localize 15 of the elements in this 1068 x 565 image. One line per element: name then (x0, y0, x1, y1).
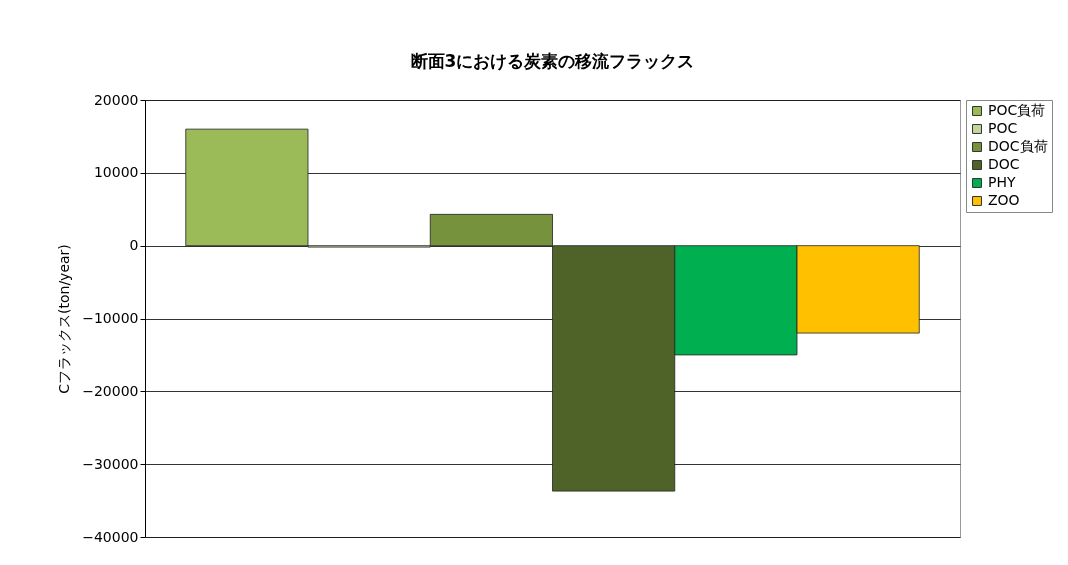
y-tick-label: −10000 (82, 310, 139, 326)
y-tick-label: 0 (129, 237, 139, 254)
chart-title: 断面3における炭素の移流フラックス (410, 51, 695, 71)
legend-label: POC (988, 120, 1018, 136)
legend-label: POC負荷 (988, 102, 1046, 118)
y-tick-label: −40000 (82, 528, 139, 545)
legend-label: DOC負荷 (988, 138, 1048, 154)
legend-label: DOC (988, 156, 1020, 172)
legend-label: PHY (988, 174, 1016, 190)
legend-label: ZOO (988, 192, 1020, 208)
y-tick-label: −20000 (82, 382, 139, 399)
y-tick-label: −30000 (82, 455, 139, 472)
y-tick-label: 10000 (93, 164, 139, 181)
y-axis-title: Cフラックス(ton/year) (56, 244, 73, 394)
y-tick-label: 20000 (93, 91, 139, 108)
